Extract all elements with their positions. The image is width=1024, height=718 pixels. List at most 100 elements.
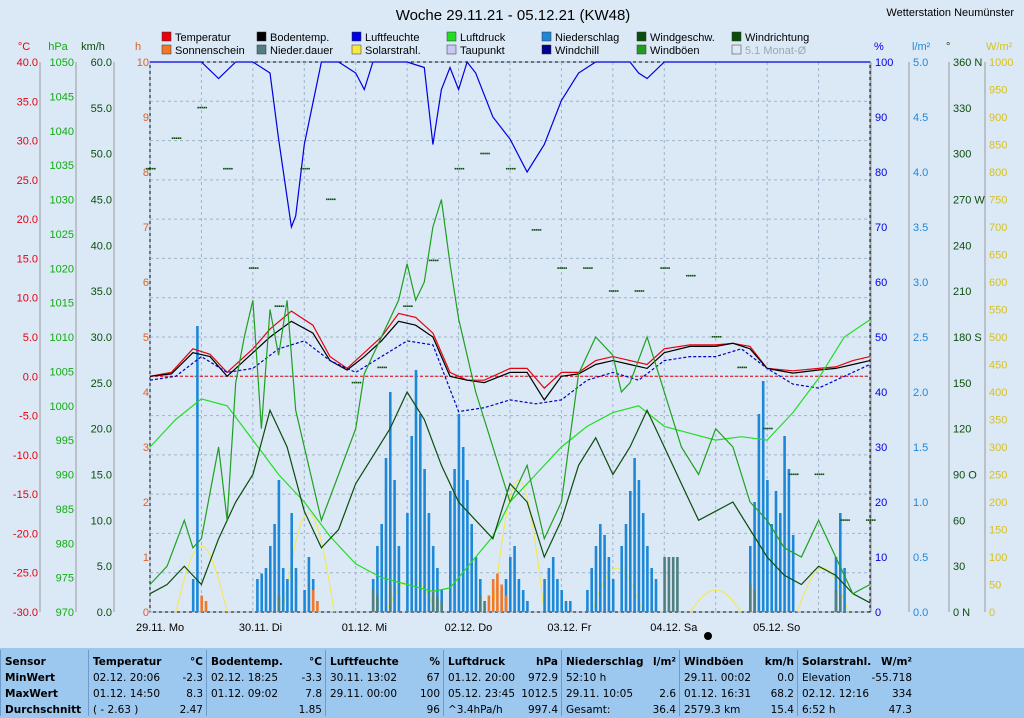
stats-label: 29.11. 00:02 bbox=[684, 672, 751, 684]
axis-tick-solar: 900 bbox=[989, 112, 1007, 124]
axis-tick-rain: 3.5 bbox=[913, 222, 928, 234]
stats-row: MinWert bbox=[5, 670, 85, 686]
bar-niederdauer bbox=[277, 595, 281, 612]
wind-direction-dot bbox=[434, 259, 437, 262]
bar-niederschlag bbox=[269, 546, 272, 612]
stats-label: 02.12. 12:16 bbox=[802, 688, 869, 700]
stats-row: 01.12. 16:31 68.2 bbox=[684, 686, 794, 702]
wind-direction-dot bbox=[148, 167, 150, 170]
axis-unit-humidity: % bbox=[874, 41, 884, 53]
stats-label: 01.12. 20:00 bbox=[448, 672, 515, 684]
axis-tick-solar: 300 bbox=[989, 442, 1007, 454]
wind-direction-dot bbox=[282, 305, 285, 307]
bar-niederschlag bbox=[303, 590, 306, 612]
stats-label: 52:10 h bbox=[566, 672, 607, 684]
stats-row: 96 bbox=[330, 702, 440, 718]
wind-direction-dot bbox=[814, 473, 817, 476]
wind-direction-dot bbox=[745, 366, 747, 369]
solar-curve bbox=[492, 479, 545, 613]
wind-direction-dot bbox=[353, 381, 356, 384]
axis-tick-wind: 45.0 bbox=[91, 195, 112, 207]
wind-direction-dot bbox=[411, 305, 413, 307]
legend-label: Nieder.dauer bbox=[270, 45, 333, 57]
axis-tick-hours: 7 bbox=[143, 222, 149, 234]
wind-direction-dot bbox=[379, 366, 381, 369]
wind-direction-dot bbox=[205, 106, 207, 109]
bar-niederschlag bbox=[470, 524, 473, 612]
bar-niederschlag bbox=[654, 579, 658, 612]
bar-niederschlag bbox=[307, 557, 311, 612]
axis-tick-solar: 450 bbox=[989, 360, 1007, 372]
axis-tick-temp: -20.0 bbox=[13, 528, 38, 540]
wind-direction-dot bbox=[537, 229, 540, 231]
wind-direction-dot bbox=[227, 167, 229, 170]
wind-direction-dot bbox=[146, 167, 148, 170]
axis-tick-pressure: 1050 bbox=[50, 57, 74, 69]
wind-direction-dot bbox=[506, 167, 508, 170]
legend-swatch bbox=[351, 31, 362, 42]
wind-direction-dot bbox=[171, 137, 174, 139]
axis-tick-pressure: 1015 bbox=[50, 298, 74, 310]
wind-direction-dot bbox=[690, 274, 692, 277]
wind-direction-dot bbox=[512, 167, 514, 170]
wind-direction-dot bbox=[531, 229, 534, 231]
legend-swatch bbox=[731, 44, 742, 55]
bar-niederschlag bbox=[620, 546, 623, 612]
bar-niederschlag bbox=[264, 568, 268, 612]
axis-tick-pressure: 975 bbox=[56, 573, 74, 585]
wind-direction-dot bbox=[229, 167, 231, 170]
axis-tick-rain: 1.0 bbox=[913, 497, 928, 509]
axis-tick-hours: 4 bbox=[143, 387, 149, 399]
wind-direction-dot bbox=[741, 366, 743, 369]
bar-sonnenschein bbox=[504, 595, 508, 612]
wind-direction-dot bbox=[355, 381, 358, 384]
axis-tick-solar: 850 bbox=[989, 140, 1007, 152]
stats-label: Luftdruck bbox=[448, 656, 506, 668]
stats-label: 30.11. 13:02 bbox=[330, 672, 397, 684]
wind-direction-dot bbox=[383, 366, 385, 369]
bar-niederschlag bbox=[526, 601, 529, 612]
stats-value: 2.47 bbox=[179, 704, 203, 716]
bar-niederschlag bbox=[779, 513, 782, 612]
bar-niederschlag bbox=[513, 546, 516, 612]
stats-label: 2579.3 km bbox=[684, 704, 741, 716]
bar-niederschlag bbox=[757, 414, 761, 612]
axis-tick-solar: 400 bbox=[989, 387, 1007, 399]
bar-niederschlag bbox=[611, 579, 615, 612]
series-bodentemp bbox=[149, 320, 871, 401]
axis-tick-hours: 0 bbox=[143, 607, 149, 619]
bar-niederdauer bbox=[376, 595, 379, 612]
stats-row: 6:52 h 47.3 bbox=[802, 702, 912, 718]
stats-row: Windböen km/h bbox=[684, 654, 794, 670]
stats-column: Luftdruck hPa 01.12. 20:00 972.9 05.12. 23:4… bbox=[443, 650, 562, 716]
wind-direction-dot bbox=[713, 336, 716, 338]
axis-tick-hours: 10 bbox=[137, 57, 149, 69]
axis-tick-direction: 30 bbox=[953, 561, 965, 573]
wind-direction-dot bbox=[377, 366, 379, 369]
wind-direction-dot bbox=[177, 137, 180, 139]
wind-direction-dot bbox=[197, 106, 199, 109]
axis-tick-pressure: 1010 bbox=[50, 332, 74, 344]
bar-niederschlag bbox=[449, 491, 452, 612]
stats-label: 02.12. 18:25 bbox=[211, 672, 278, 684]
bar-niederdauer bbox=[431, 590, 435, 612]
stats-label: ^3.4hPa/h bbox=[448, 704, 503, 716]
wind-direction-dot bbox=[432, 259, 435, 262]
wind-direction-dot bbox=[405, 305, 407, 307]
axis-tick-direction: 240 bbox=[953, 240, 971, 252]
wind-direction-dot bbox=[248, 267, 251, 269]
wind-direction-dot bbox=[480, 152, 482, 155]
stats-value: 67 bbox=[426, 672, 440, 684]
legend-swatch bbox=[161, 44, 172, 55]
wind-direction-dot bbox=[330, 198, 332, 201]
stats-value: 68.2 bbox=[770, 688, 794, 700]
stats-label: 05.12. 23:45 bbox=[448, 688, 515, 700]
bar-niederschlag bbox=[389, 392, 392, 612]
bar-niederschlag bbox=[419, 414, 422, 612]
wind-direction-dot bbox=[868, 519, 870, 521]
axis-tick-humidity: 30 bbox=[875, 442, 887, 454]
axis-tick-solar: 500 bbox=[989, 332, 1007, 344]
wind-direction-dot bbox=[563, 267, 565, 269]
bar-niederdauer bbox=[371, 590, 375, 612]
axis-tick-direction: 0 N bbox=[953, 607, 970, 619]
